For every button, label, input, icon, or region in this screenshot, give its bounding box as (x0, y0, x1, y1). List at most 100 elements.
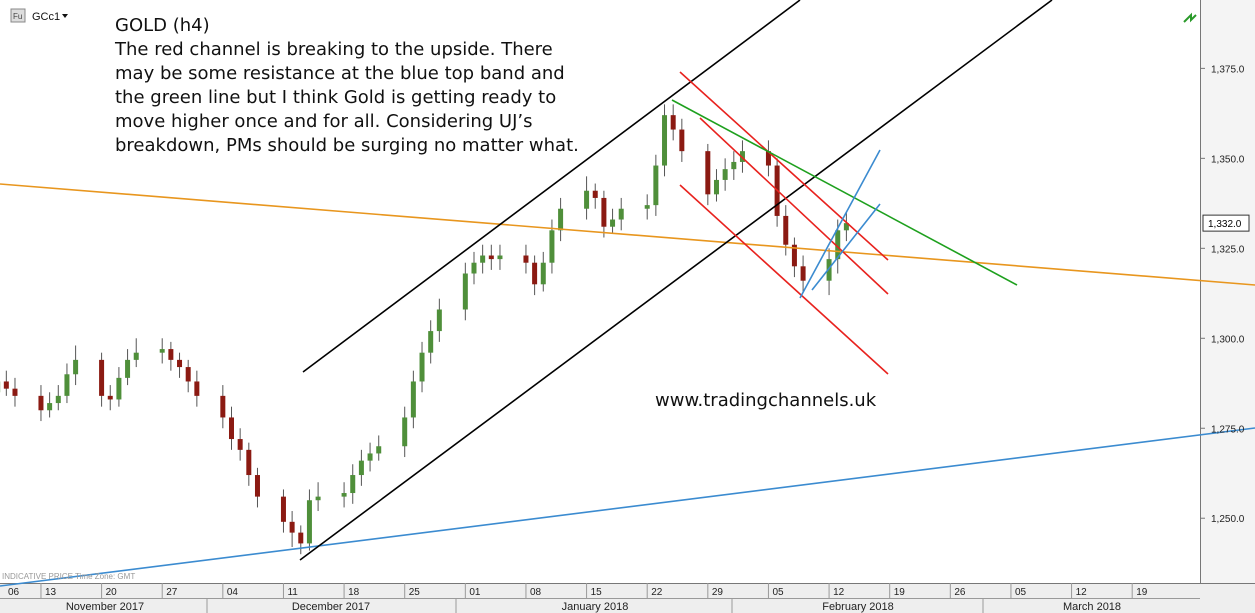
candle-body (185, 367, 191, 382)
candle-body (835, 230, 841, 260)
x-tick-label: 20 (106, 587, 118, 598)
candle-body (367, 453, 373, 461)
candle-body (220, 395, 226, 418)
x-tick-label: 08 (530, 587, 542, 598)
candle-body (462, 273, 468, 310)
candle-body (679, 129, 685, 152)
x-tick-label: 18 (348, 587, 360, 598)
y-tick-label: 1,325.0 (1211, 244, 1245, 255)
candle-body (159, 349, 165, 353)
candle-body (73, 359, 79, 375)
candle-body (177, 359, 183, 368)
candle-body (254, 475, 260, 497)
candle-body (436, 309, 442, 332)
price-axis-panel (1200, 0, 1255, 583)
x-tick-label: 27 (166, 587, 178, 598)
candle-body (47, 403, 53, 411)
candle-body (826, 259, 832, 281)
month-label: December 2017 (292, 601, 370, 613)
y-tick-label: 1,350.0 (1211, 154, 1245, 165)
candle-body (306, 500, 312, 544)
candle-body (133, 352, 139, 360)
candle-body (791, 244, 797, 267)
candle-body (549, 230, 555, 263)
candle-body (419, 352, 425, 382)
x-tick-label: 19 (894, 587, 906, 598)
candle-body (99, 359, 105, 396)
x-tick-label: 29 (712, 587, 724, 598)
candle-body (662, 115, 668, 166)
blue-trendline (0, 427, 1255, 587)
candle-body (246, 449, 252, 476)
x-tick-label: 15 (591, 587, 603, 598)
last-price-box (1202, 214, 1250, 232)
candle-body (480, 255, 486, 263)
instrument-icon-label: Fu (13, 12, 22, 21)
y-tick-label: 1,275.0 (1211, 424, 1245, 435)
candle-body (64, 374, 70, 396)
x-tick-label: 01 (469, 587, 481, 598)
candle-body (558, 208, 564, 231)
trend-icon (1183, 12, 1197, 23)
candle-body (168, 349, 174, 360)
blue-channel-bottom (811, 203, 881, 291)
candle-body (653, 165, 659, 206)
candle-body (540, 262, 546, 285)
x-tick-label: 25 (409, 587, 421, 598)
x-tick-label: 12 (833, 587, 845, 598)
candle-body (194, 381, 200, 396)
candle-body (800, 266, 806, 281)
candle-body (341, 493, 347, 497)
candle-body (610, 219, 616, 227)
candle-body (38, 395, 44, 411)
annotation-text: The red channel is breaking to the upsid… (115, 39, 579, 156)
x-tick-label: 12 (1076, 587, 1088, 598)
candle-body (584, 190, 590, 209)
candle-body (12, 388, 18, 396)
candle-body (601, 197, 607, 227)
website: www.tradingchannels.uk (655, 390, 877, 411)
candle-body (55, 395, 61, 404)
candle-body (428, 331, 434, 353)
candle-body (843, 223, 849, 231)
x-tick-label: 22 (651, 587, 663, 598)
candle-body (713, 179, 719, 195)
month-label: January 2018 (562, 601, 629, 613)
candle-body (228, 417, 234, 440)
y-tick-label: 1,375.0 (1211, 64, 1245, 75)
dropdown-arrow[interactable] (62, 14, 68, 18)
black-channel-bottom (299, 0, 1053, 561)
trendlines (0, 0, 1255, 587)
candle-body (107, 395, 113, 400)
candle-body (765, 151, 771, 166)
candle-body (618, 208, 624, 220)
candle-body (289, 521, 295, 533)
candle-body (670, 115, 676, 130)
instrument-icon[interactable] (10, 8, 26, 23)
green-trendline (671, 99, 1018, 286)
candle-body (488, 255, 494, 260)
candle-body (237, 439, 243, 450)
red-channel-bottom (679, 184, 889, 375)
candle-body (739, 151, 745, 162)
black-channel-top (302, 0, 801, 373)
candle-body (402, 417, 408, 447)
x-tick-label: 11 (287, 587, 298, 598)
red-channel-top (679, 71, 889, 261)
annotation-title: GOLD (h4) (115, 15, 210, 36)
candle-body (350, 475, 356, 494)
instrument-symbol[interactable]: GCc1 (32, 11, 60, 23)
candle-body (705, 151, 711, 195)
candle-body (358, 460, 364, 476)
candle-body (410, 381, 416, 418)
footer-note: INDICATIVE PRICE Time Zone: GMT (2, 572, 135, 581)
x-tick-label: 26 (954, 587, 966, 598)
candle-body (471, 262, 477, 274)
x-tick-label: 19 (1136, 587, 1148, 598)
candle-body (125, 359, 131, 378)
blue-channel-top (799, 149, 881, 299)
month-label: March 2018 (1063, 601, 1121, 613)
candle-body (116, 377, 122, 400)
